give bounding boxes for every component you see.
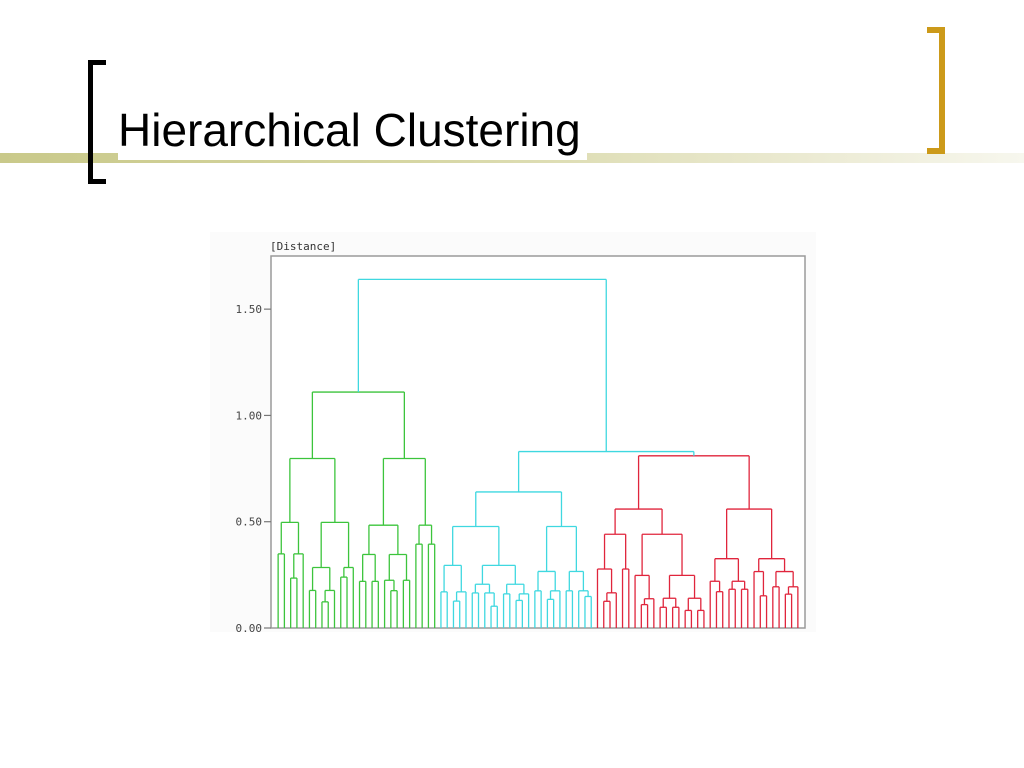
- y-tick-label: 1.50: [236, 303, 263, 316]
- left-bracket-decoration: [88, 60, 106, 184]
- plot-frame: [270, 255, 806, 629]
- y-tick-label: 0.50: [236, 516, 263, 529]
- right-bracket-decoration: [927, 27, 945, 154]
- page-title: Hierarchical Clustering: [118, 100, 587, 160]
- y-tick-label: 1.00: [236, 409, 263, 422]
- y-axis-label: [Distance]: [270, 240, 336, 253]
- dendrogram-svg: [Distance] 0.00 0.50 1.00 1.50: [236, 240, 806, 635]
- y-tick-label: 0.00: [236, 622, 263, 632]
- dendrogram-chart: [Distance] 0.00 0.50 1.00 1.50: [210, 232, 816, 635]
